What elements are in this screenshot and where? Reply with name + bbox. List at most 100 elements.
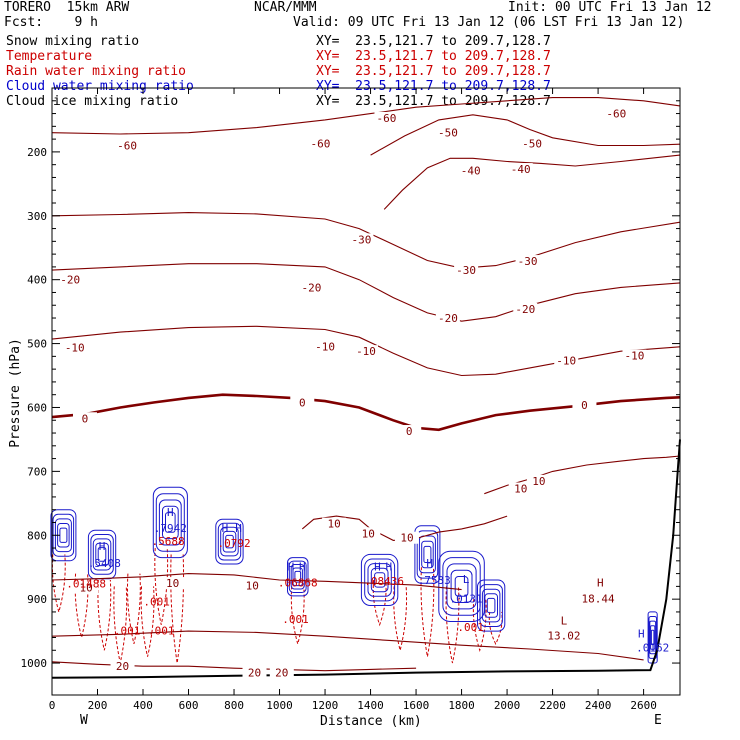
field-xy-temperature: XY= 23.5,121.7 to 209.7,128.7 [316, 49, 551, 64]
contour-label-bg [374, 111, 399, 124]
contour-label-bg [622, 349, 647, 362]
cloud-water-contour [650, 625, 656, 650]
cloud-water-contour [152, 486, 188, 559]
field-extremum-label: L [561, 615, 568, 628]
y-tick-label: 500 [27, 338, 47, 351]
contour-label-bg [299, 281, 324, 294]
field-extremum-label: .01488 [66, 578, 106, 591]
cloud-water-contour [648, 616, 657, 659]
temperature-contour [51, 393, 681, 432]
x-tick-label: 200 [88, 699, 108, 712]
contour-label-bg [308, 137, 333, 150]
model-title: TORERO 15km ARW [4, 0, 130, 15]
temperature-contour-label: -10 [625, 350, 645, 363]
east-label: E [654, 713, 662, 728]
temperature-contour-label: 20 [116, 660, 129, 673]
contour-label-bg [435, 126, 460, 139]
temperature-contour-label: 0 [406, 425, 413, 438]
field-extremum-label: .0792 [217, 537, 250, 550]
temperature-contour-label: -50 [522, 138, 542, 151]
temperature-contour [383, 154, 681, 210]
cloud-water-contour [650, 629, 655, 646]
cloud-water-contour [454, 576, 469, 597]
cloud-water-contour [416, 530, 439, 579]
field-name-snow: Snow mixing ratio [6, 34, 140, 49]
rain-water-contour [127, 573, 141, 644]
temperature-contour-label: -30 [352, 233, 372, 246]
contour-label-bg [572, 398, 597, 411]
contour-label-bg [115, 139, 140, 152]
contour-label-bg [458, 164, 483, 177]
cloud-water-contour [92, 538, 112, 571]
contour-label-bg [349, 233, 374, 246]
field-extremum-label: H [222, 522, 229, 535]
x-tick-label: 2000 [494, 699, 521, 712]
cloud-water-contour [217, 522, 242, 561]
temperature-contour-label: 10 [400, 532, 413, 545]
cloud-water-contour [446, 563, 477, 610]
contour-label-bg [508, 482, 533, 495]
cloud-water-contour [450, 569, 473, 604]
y-tick-label: 300 [27, 210, 47, 223]
x-tick-label: 2400 [585, 699, 612, 712]
field-extremum-label: .0162 [636, 642, 669, 655]
cloud-water-contour [59, 527, 68, 543]
temperature-contour-label: -20 [438, 312, 458, 325]
rain-water-contour [51, 554, 66, 614]
temperature-contour-label: 0 [299, 396, 306, 409]
cloud-water-contour [155, 493, 185, 552]
contour-label-bg [515, 255, 540, 268]
y-tick-label: 800 [27, 529, 47, 542]
temperature-contour [51, 661, 417, 672]
temperature-contour [51, 263, 681, 322]
temperature-contour [51, 573, 462, 591]
cloud-water-contour [90, 534, 114, 575]
temperature-contour-label: 10 [514, 483, 527, 496]
temperature-contour-label: -30 [456, 264, 476, 277]
field-xy-rain: XY= 23.5,121.7 to 209.7,128.7 [316, 64, 551, 79]
field-extremum-label: .08436 [364, 575, 404, 588]
y-tick-label: 600 [27, 401, 47, 414]
field-extremum-label: H [385, 560, 392, 573]
field-extremum-label: .001 [148, 624, 175, 637]
field-extremum-label: H [597, 576, 604, 589]
contour-label-bg [513, 302, 538, 315]
cloud-water-contour [481, 588, 501, 623]
x-tick-label: 1800 [448, 699, 475, 712]
contour-label-bg [322, 517, 347, 530]
temperature-contour-label: 10 [532, 475, 545, 488]
cloud-water-contour [225, 534, 234, 549]
rain-water-contour [154, 548, 169, 625]
terrain-line [51, 439, 681, 679]
field-extremum-label: .001 [114, 624, 141, 637]
cloud-water-contour [484, 593, 498, 618]
y-tick-label: 1000 [21, 657, 48, 670]
cloud-water-contour [421, 540, 434, 569]
temperature-contour-label: 20 [248, 667, 261, 680]
temperature-contour [51, 630, 644, 661]
y-tick-label: 700 [27, 465, 47, 478]
field-extremum-label: 18.44 [582, 592, 615, 605]
contour-label-bg [160, 577, 185, 590]
contour-label-bg [397, 425, 422, 438]
rain-water-contour [170, 554, 185, 664]
cloud-water-contour [97, 547, 107, 562]
contour-label-bg [240, 579, 265, 592]
contour-label-bg [269, 666, 294, 679]
terrain-layer [51, 439, 681, 679]
field-extremum-label: .5408 [88, 557, 121, 570]
contour-label-bg [394, 531, 419, 544]
contour-label-bg [110, 660, 135, 673]
y-tick-label: 200 [27, 146, 47, 159]
field-xy-snow: XY= 23.5,121.7 to 209.7,128.7 [316, 34, 551, 49]
cloud-water-contour [290, 564, 305, 590]
temperature-contour-label: -10 [356, 345, 376, 358]
forecast-hour: Fcst: 9 h [4, 15, 98, 30]
field-extremum-label: H [167, 506, 174, 519]
y-axis-label: Pressure (hPa) [8, 338, 23, 448]
contour-label-bg [74, 581, 99, 594]
temperature-contour [51, 212, 681, 269]
x-tick-label: 0 [49, 699, 56, 712]
